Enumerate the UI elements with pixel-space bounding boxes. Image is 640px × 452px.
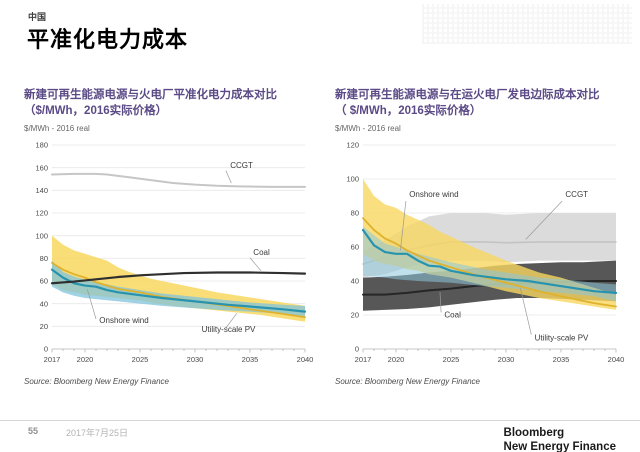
line-onshore-wind xyxy=(50,268,307,313)
footer-divider xyxy=(0,420,640,421)
y-tick-label: 100 xyxy=(346,175,359,184)
y-tick-label: 60 xyxy=(351,243,359,252)
axis-unit-label: $/MWh - 2016 real xyxy=(24,124,90,134)
faded-watermark xyxy=(422,4,632,44)
y-tick-label: 160 xyxy=(35,163,48,172)
band-onshore-wind-range xyxy=(52,260,305,317)
y-tick-label: 140 xyxy=(35,186,48,195)
line-onshore-wind xyxy=(361,228,618,295)
annotation-leader xyxy=(249,257,262,272)
x-tick-label: 2020 xyxy=(77,355,94,364)
footer: 55 2017年7月25日 Bloomberg New Energy Finan… xyxy=(28,426,616,452)
y-tick-label: 0 xyxy=(355,345,359,354)
line-ccgt xyxy=(51,172,306,188)
x-tick-label: 2025 xyxy=(132,355,149,364)
chart-block-lcoe: 新建可再生能源电源与火电厂平准化电力成本对比 （$/MWh，2016实际价格） … xyxy=(24,88,313,386)
x-tick-label: 2040 xyxy=(297,355,313,364)
x-tick-label: 2035 xyxy=(242,355,259,364)
annotation-leader xyxy=(86,288,97,320)
line-utility-scale-pv xyxy=(362,217,617,308)
annotation-label: Coal xyxy=(253,248,270,257)
x-tick-label: 2040 xyxy=(608,355,624,364)
chart-title-line1: 新建可再生能源电源与在运火电厂发电边际成本对比 xyxy=(335,89,600,101)
x-tick-label: 2017 xyxy=(355,355,372,364)
annotation-label: Onshore wind xyxy=(409,190,458,199)
y-tick-label: 120 xyxy=(35,209,48,218)
bnef-logo: Bloomberg New Energy Finance xyxy=(504,426,616,452)
annotation-leader xyxy=(225,170,232,184)
y-tick-label: 0 xyxy=(44,345,48,354)
annotation-label: Utility-scale PV xyxy=(202,325,256,334)
band-utility-scale-pv-range xyxy=(52,235,305,322)
y-tick-label: 20 xyxy=(351,311,359,320)
annotation-leader xyxy=(400,201,407,251)
footer-date: 2017年7月25日 xyxy=(66,428,129,438)
x-tick-label: 2017 xyxy=(44,355,61,364)
y-tick-label: 40 xyxy=(40,299,48,308)
band-onshore-wind-range xyxy=(363,226,616,302)
y-tick-label: 80 xyxy=(40,254,48,263)
chart-title-lcoe: 新建可再生能源电源与火电厂平准化电力成本对比 （$/MWh，2016实际价格） xyxy=(24,88,313,119)
band-utility-scale-pv-range xyxy=(363,179,616,310)
axis-unit-label: $/MWh - 2016 real xyxy=(335,124,401,134)
annotation-leader xyxy=(519,287,532,335)
page-number: 55 xyxy=(28,426,39,436)
chart-title-line2: （$/MWh，2016实际价格） xyxy=(24,104,168,117)
line-utility-scale-pv xyxy=(51,261,306,319)
chart-block-marginal-cost: 新建可再生能源电源与在运火电厂发电边际成本对比 （ $/MWh，2016实际价格… xyxy=(335,88,624,386)
region-label: 中国 xyxy=(28,12,47,22)
y-tick-label: 80 xyxy=(351,209,359,218)
y-tick-label: 100 xyxy=(35,231,48,240)
chart-title-marginal-cost: 新建可再生能源电源与在运火电厂发电边际成本对比 （ $/MWh，2016实际价格… xyxy=(335,88,624,119)
annotation-label: Coal xyxy=(444,311,461,320)
annotation-leader xyxy=(525,200,563,240)
annotation-label: Utility-scale PV xyxy=(535,334,589,343)
charts-row: 新建可再生能源电源与火电厂平准化电力成本对比 （$/MWh，2016实际价格） … xyxy=(24,88,624,386)
y-tick-label: 120 xyxy=(346,141,359,150)
chart-title-line2: （ $/MWh，2016实际价格） xyxy=(335,104,482,117)
x-tick-label: 2030 xyxy=(187,355,204,364)
annotation-label: Onshore wind xyxy=(99,316,148,325)
x-tick-label: 2035 xyxy=(553,355,570,364)
annotation-leader xyxy=(439,292,442,313)
source-note: Source: Bloomberg New Energy Finance xyxy=(335,377,480,387)
y-tick-label: 180 xyxy=(35,141,48,150)
line-coal xyxy=(50,271,307,285)
page-title: 平准化电力成本 xyxy=(27,27,189,52)
chart-title-line1: 新建可再生能源电源与火电厂平准化电力成本对比 xyxy=(24,89,277,101)
logo-line1: Bloomberg xyxy=(503,427,565,439)
x-tick-label: 2030 xyxy=(498,355,515,364)
y-tick-label: 40 xyxy=(351,277,359,286)
logo-line2: New Energy Finance xyxy=(503,441,616,452)
annotation-label: CCGT xyxy=(230,161,253,170)
x-tick-label: 2025 xyxy=(443,355,460,364)
annotation-label: CCGT xyxy=(565,190,588,199)
x-tick-label: 2020 xyxy=(388,355,405,364)
y-tick-label: 60 xyxy=(40,277,48,286)
y-tick-label: 20 xyxy=(40,322,48,331)
annotation-leader xyxy=(225,313,238,329)
source-note: Source: Bloomberg New Energy Finance xyxy=(24,377,169,387)
